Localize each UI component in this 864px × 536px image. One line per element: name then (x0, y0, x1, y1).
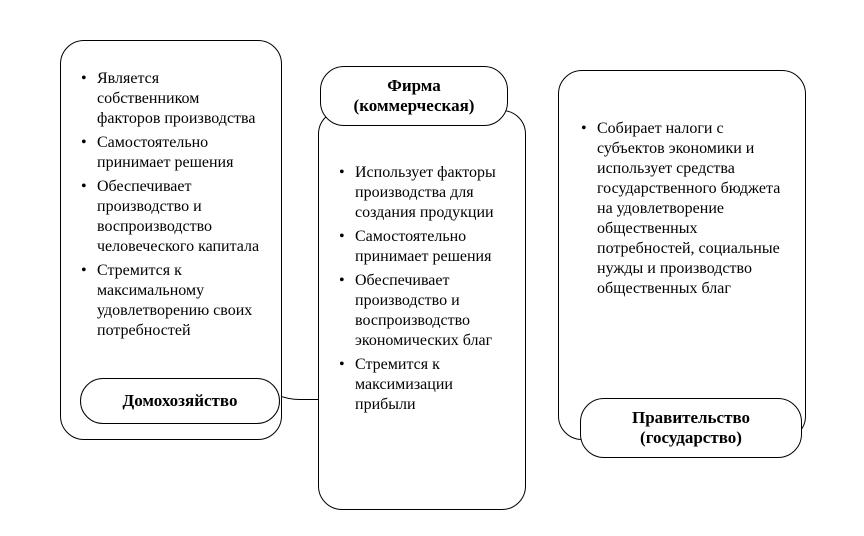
title-government-text: Правительство (государство) (595, 408, 787, 449)
panel-firm: Использует факторы производства для созд… (318, 110, 526, 510)
title-household: Домохозяйство (80, 378, 280, 424)
bullet-item: Обеспечивает производство и воспроизводс… (81, 177, 265, 257)
bullet-item: Обеспечивает производство и воспроизводс… (339, 271, 511, 351)
diagram-stage: Является собственником факторов производ… (0, 0, 864, 536)
bullet-item: Стремится к максимальному удовлетворению… (81, 261, 265, 341)
bullet-item: Стремится к максимизации прибыли (339, 355, 511, 415)
title-household-text: Домохозяйство (123, 391, 238, 411)
title-firm-text: Фирма (коммерческая) (335, 76, 493, 117)
panel-government: Собирает налоги с субъектов экономики и … (558, 70, 806, 440)
bullet-item: Использует факторы производства для созд… (339, 163, 511, 223)
title-government: Правительство (государство) (580, 398, 802, 458)
bullets-firm: Использует факторы производства для созд… (339, 163, 511, 419)
bullet-item: Самостоятельно принимает решения (81, 133, 265, 173)
title-firm: Фирма (коммерческая) (320, 66, 508, 126)
bullets-government: Собирает налоги с субъектов экономики и … (581, 119, 787, 303)
bullets-household: Является собственником факторов производ… (81, 69, 265, 345)
bullet-item: Является собственником факторов производ… (81, 69, 265, 129)
bullet-item: Собирает налоги с субъектов экономики и … (581, 119, 787, 299)
bullet-item: Самостоятельно принимает решения (339, 227, 511, 267)
